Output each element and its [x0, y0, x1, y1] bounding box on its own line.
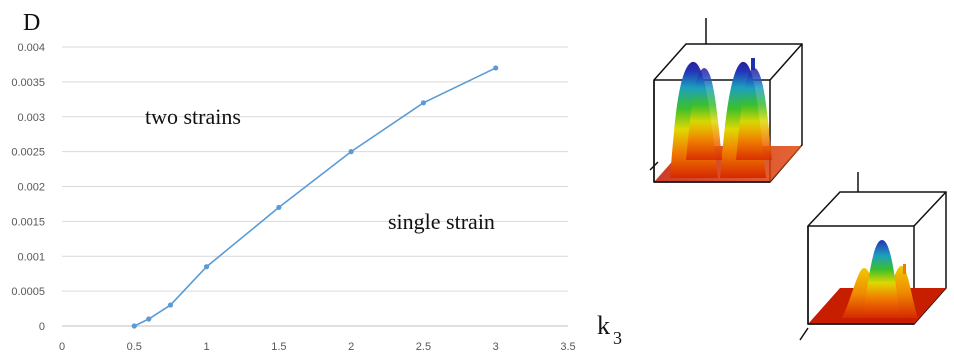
y-tick-label: 0.0035 — [11, 77, 45, 89]
y-tick-label: 0.001 — [17, 251, 45, 263]
annotation-single-strain: single strain — [388, 209, 495, 234]
y-tick-label: 0.003 — [17, 112, 45, 124]
x-tick-label: 0 — [59, 341, 65, 353]
x-tick-label: 3 — [493, 341, 499, 353]
y-tick-labels: 0 0.0005 0.001 0.0015 0.002 0.0025 0.003 0.0035… — [11, 42, 45, 333]
x-tick-labels: 0 0.5 1 1.5 2 2.5 3 3.5 — [59, 341, 576, 353]
data-point — [167, 302, 174, 308]
data-point — [203, 264, 210, 270]
series-line — [133, 67, 497, 327]
data-point — [131, 323, 137, 329]
y-axis-label: D — [23, 10, 40, 36]
data-point — [348, 149, 354, 155]
x-tick-label: 3.5 — [560, 341, 575, 353]
x-tick-label: 1 — [204, 341, 210, 353]
line-chart: 0 0.0005 0.001 0.0015 0.002 0.0025 0.003 0.0035… — [11, 10, 622, 353]
annotation-two-strains: two strains — [145, 104, 241, 129]
x-tick-label: 1.5 — [271, 341, 286, 353]
y-tick-label: 0.002 — [17, 182, 45, 194]
x-axis-label: k — [597, 311, 610, 340]
y-tick-label: 0.0025 — [11, 147, 45, 159]
x-tick-label: 2 — [348, 341, 354, 353]
y-tick-label: 0.004 — [17, 42, 45, 54]
x-tick-label: 0.5 — [127, 341, 142, 353]
y-tick-label: 0 — [39, 321, 45, 333]
data-point — [420, 100, 427, 106]
grid-lines — [62, 46, 568, 292]
data-points — [131, 65, 499, 329]
x-tick-label: 2.5 — [416, 341, 431, 353]
two-peak-surface-plot — [649, 18, 803, 183]
data-point — [146, 316, 152, 322]
single-peak-surface-plot — [799, 172, 947, 341]
y-tick-label: 0.0015 — [11, 216, 45, 228]
y-tick-label: 0.0005 — [11, 286, 45, 298]
data-point — [276, 204, 282, 211]
x-axis-label-subscript: 3 — [613, 328, 622, 348]
data-point — [493, 65, 499, 71]
